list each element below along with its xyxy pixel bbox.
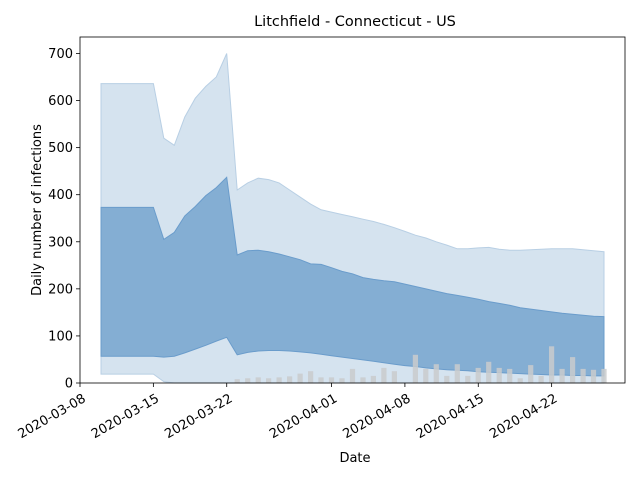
daily-case-bar [308,371,314,383]
daily-case-bar [255,377,261,383]
y-tick-label: 700 [48,47,73,62]
daily-case-bar [266,378,272,383]
x-axis-label: Date [339,451,370,466]
x-tick-label: 2020-04-01 [267,391,340,442]
plot-area [100,53,607,384]
daily-case-bar [328,377,335,383]
y-tick-label: 100 [48,329,73,344]
daily-case-bar [549,346,555,383]
daily-case-bar [381,367,387,383]
x-tick-label: 2020-04-15 [414,391,487,442]
daily-case-bar [349,368,356,383]
daily-case-bar [360,377,366,383]
daily-case-bar [444,375,450,383]
axes-frame [79,36,626,384]
x-tick-label: 2020-03-15 [89,391,162,442]
x-tick-label: 2020-03-22 [162,391,235,442]
daily-case-bar [580,368,586,383]
daily-case-bar [528,365,534,383]
daily-case-bar [538,375,544,383]
daily-case-bar [559,368,565,383]
daily-case-bar [601,368,607,383]
daily-case-bar [234,379,240,383]
x-tick-label: 2020-03-08 [16,391,89,442]
x-tick-label: 2020-04-22 [487,391,560,442]
daily-case-bar [370,375,376,383]
daily-case-bar [318,377,324,383]
x-tick-label: 2020-04-08 [341,391,414,442]
y-axis: 0 100 200 300 400 500 600 700 [48,47,80,392]
daily-case-bar [423,368,429,383]
daily-case-bar [276,377,282,383]
daily-case-bar [339,378,345,383]
daily-case-bar [570,357,576,383]
daily-case-bar [297,373,303,383]
y-tick-label: 300 [48,235,73,250]
daily-case-bar [475,367,481,383]
daily-case-bar [287,376,293,383]
daily-case-bar [433,364,439,383]
y-axis-label: Daily number of infections [30,124,45,296]
daily-case-bar [391,371,397,383]
x-axis: 2020-03-08 2020-03-15 2020-03-22 2020-04-01… [16,383,560,442]
daily-case-bar [496,367,502,383]
chart-title: Litchfield - Connecticut - US [254,14,456,30]
daily-case-bar [590,369,597,383]
y-tick-label: 400 [48,188,73,203]
daily-case-bar [412,354,418,383]
y-tick-label: 600 [48,94,73,109]
daily-case-bar [465,375,471,383]
y-tick-label: 500 [48,141,73,156]
daily-case-bar [245,378,251,383]
daily-case-bar [454,364,460,383]
daily-case-bar [517,378,523,383]
daily-case-bar [486,361,492,383]
daily-case-bar [507,368,513,383]
y-tick-label: 200 [48,282,73,297]
y-tick-label: 0 [65,377,73,392]
